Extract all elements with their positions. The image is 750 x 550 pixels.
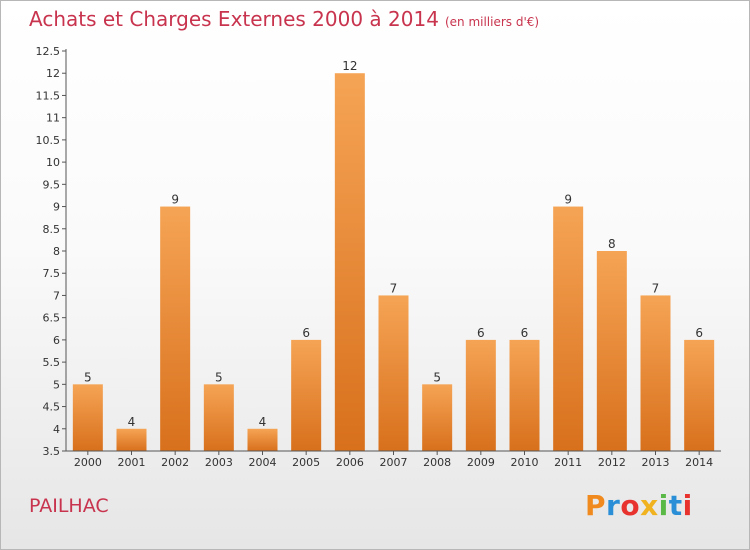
bar-value-label: 12 [342,59,357,73]
bar-value-label: 6 [521,326,529,340]
bar [291,339,322,451]
bar-value-label: 5 [433,370,441,384]
bar-value-label: 8 [608,237,616,251]
bar [378,295,409,451]
y-tick-label: 6 [53,334,60,347]
y-tick-label: 6.5 [43,312,61,325]
bar-value-label: 5 [84,370,92,384]
chart-title: Achats et Charges Externes 2000 à 2014 (e… [29,7,539,31]
y-tick-label: 12.5 [36,45,61,58]
bar-value-label: 6 [477,326,485,340]
x-tick-label: 2003 [205,456,233,469]
y-tick-label: 12 [46,67,60,80]
logo-letter: t [668,489,683,522]
logo-letter: r [606,489,621,522]
y-axis: 3.5 4 4.5 5 5.5 6 6.5 7 7.5 8 8.5 9 9.5 10 10.5 11 11.5 1… [36,45,67,458]
y-tick-label: 4 [53,423,60,436]
y-tick-label: 8.5 [43,223,61,236]
x-tick-label: 2011 [554,456,582,469]
bar [509,339,540,451]
x-tick-label: 2012 [598,456,626,469]
x-tick-label: 2010 [511,456,539,469]
bar [640,295,671,451]
y-tick-label: 10 [46,156,60,169]
bar [553,206,584,451]
y-tick-label: 7 [53,289,60,302]
x-tick-label: 2005 [292,456,320,469]
bar-value-label: 4 [259,415,267,429]
city-name: PAILHAC [29,495,109,517]
x-axis: 2000 2001 2002 2003 2004 2005 2006 2007 2008 2009… [66,450,721,469]
bar-value-label: 7 [652,281,660,295]
x-tick-label: 2014 [685,456,713,469]
logo-letter: x [640,489,659,522]
bar [203,384,234,451]
bar [334,73,365,451]
x-tick-label: 2008 [423,456,451,469]
y-tick-label: 11 [46,112,60,125]
bar [596,251,627,451]
bar-value-label: 9 [171,193,179,207]
y-tick-label: 10.5 [36,134,61,147]
y-tick-label: 9 [53,201,60,214]
y-tick-label: 9.5 [43,178,61,191]
x-tick-label: 2001 [118,456,146,469]
bar-value-label: 7 [390,281,398,295]
y-tick-label: 11.5 [36,89,61,102]
bar-value-label: 5 [215,370,223,384]
bar-value-label: 6 [302,326,310,340]
y-tick-label: 8 [53,245,60,258]
y-tick-label: 7.5 [43,267,61,280]
bar [116,428,147,451]
bar-value-label: 4 [128,415,136,429]
logo-letter: o [620,489,641,522]
logo-letter: P [585,489,607,522]
unit-label: (en milliers d'€) [444,15,540,29]
y-tick-label: 5 [53,378,60,391]
proxiti-logo: Proxiti [585,489,693,522]
x-tick-label: 2002 [161,456,189,469]
x-tick-label: 2000 [74,456,102,469]
x-tick-label: 2004 [249,456,277,469]
x-tick-label: 2009 [467,456,495,469]
bars: 5 4 9 5 4 6 12 7 5 6 6 9 8 7 6 [72,59,715,451]
bar [465,339,496,451]
bar-value-label: 6 [695,326,703,340]
x-tick-label: 2006 [336,456,364,469]
bar [72,384,103,451]
bar-value-label: 9 [564,193,572,207]
x-tick-label: 2013 [642,456,670,469]
bar [422,384,453,451]
bar [684,339,715,451]
y-tick-label: 4.5 [43,401,61,414]
title-text: Achats et Charges Externes 2000 à 2014 [29,7,439,31]
bar [160,206,191,451]
y-tick-label: 3.5 [43,445,61,458]
x-tick-label: 2007 [380,456,408,469]
bar [247,428,278,451]
y-tick-label: 5.5 [43,356,61,369]
logo-letter: i [682,489,693,522]
logo-letter: i [658,489,669,522]
